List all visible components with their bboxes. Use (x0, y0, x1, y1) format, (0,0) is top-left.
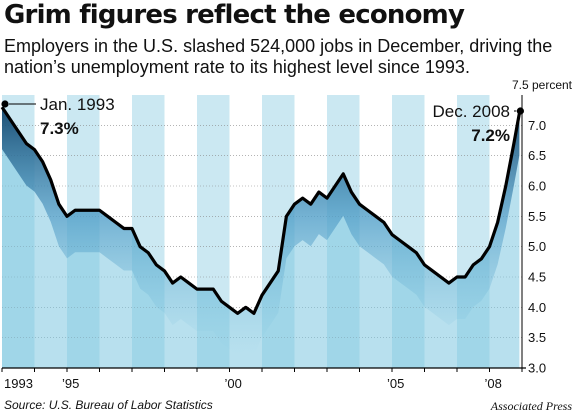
x-tick-label-3: ’05 (387, 376, 404, 391)
x-tick-label-1: ’95 (62, 376, 79, 391)
area-shade (2, 107, 520, 356)
y-tick-label-2: 6.0 (528, 179, 546, 194)
callout-value-end: 7.2% (471, 126, 510, 145)
y-tick-label-0: 7.0 (528, 118, 546, 133)
callout-dot-end (516, 107, 525, 115)
x-axis-ticks: 1993 ’95 ’00 ’05 ’08 (4, 376, 502, 391)
callout-name-start: Jan. 1993 (40, 95, 115, 114)
callouts: Jan. 1993 7.3% Dec. 2008 7.2% (1, 95, 525, 145)
x-tick-label-2: ’00 (225, 376, 242, 391)
y-tick-label-1: 6.5 (528, 148, 546, 163)
area-base (2, 107, 520, 368)
axes (1, 95, 526, 372)
y-tick-label-8: 3.0 (528, 361, 546, 376)
page-title: Grim figures reflect the economy (4, 0, 465, 30)
area-fill (2, 107, 520, 368)
y-tick-label-5: 4.5 (528, 270, 546, 285)
credit-line: Associated Press (490, 399, 572, 413)
source-note: Source: U.S. Bureau of Labor Statistics (4, 398, 213, 412)
callout-dot-start (1, 100, 9, 108)
x-tick-label-0: 1993 (4, 376, 33, 391)
callout-name-end: Dec. 2008 (433, 102, 511, 121)
series-line (0, 106, 521, 315)
y-tick-label-7: 3.5 (528, 330, 546, 345)
y-tick-label-6: 4.0 (528, 300, 546, 315)
y-tick-label-3: 5.5 (528, 209, 546, 224)
y-axis-ticks: 7.0 6.5 6.0 5.5 5.0 4.5 4.0 3.5 3.0 (528, 118, 546, 376)
callout-value-start: 7.3% (40, 119, 79, 138)
chart-subtitle: Employers in the U.S. slashed 524,000 jo… (4, 36, 553, 77)
unemployment-line (0, 106, 521, 315)
x-tick-label-4: ’08 (485, 376, 502, 391)
y-tick-label-4: 5.0 (528, 239, 546, 254)
y-axis-unit-label: 7.5 percent (511, 78, 572, 92)
